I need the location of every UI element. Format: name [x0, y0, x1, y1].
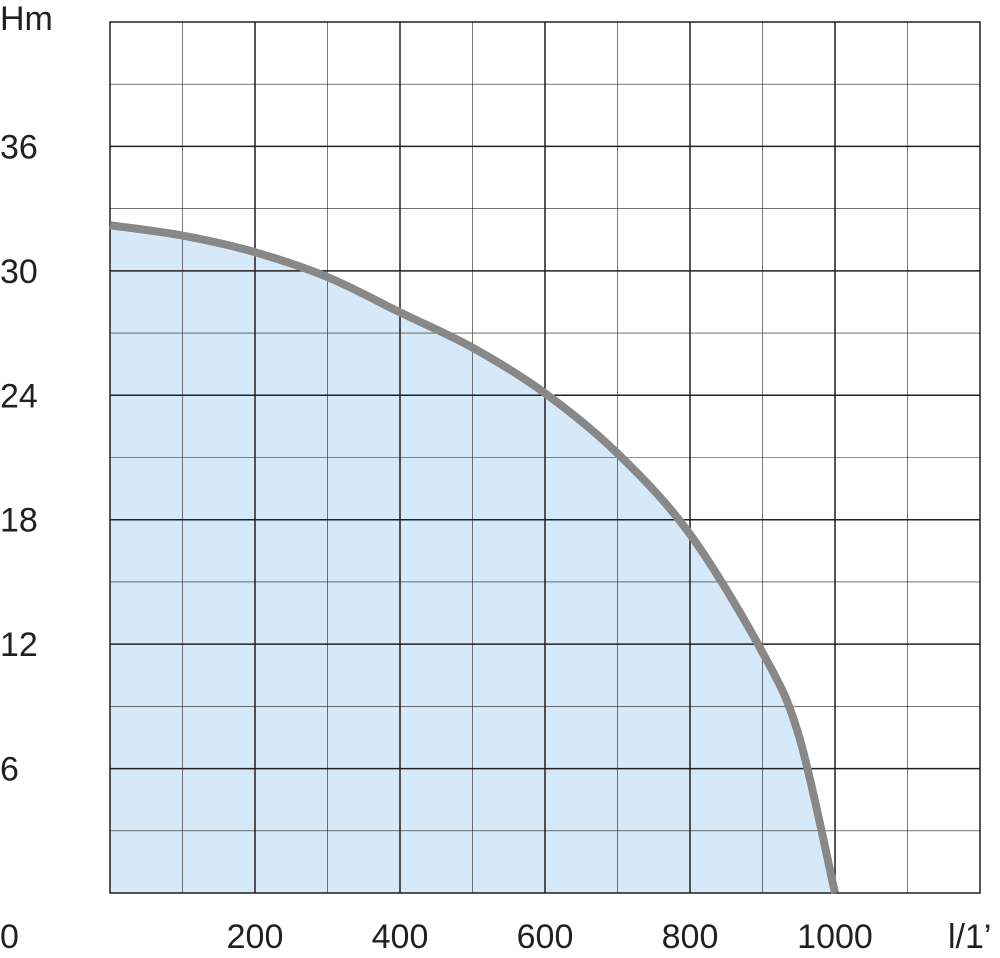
plot-frame: [109, 21, 981, 894]
x-tick-label: 400: [372, 918, 429, 956]
y-tick-label: 12: [0, 626, 38, 664]
y-tick-label: 30: [0, 253, 38, 291]
x-tick-label: 1000: [797, 918, 873, 956]
grid-layer: [109, 21, 981, 894]
x-axis-label: l/1’: [948, 918, 991, 956]
curve-layer: [109, 221, 839, 894]
x-tick-label: 600: [517, 918, 574, 956]
y-tick-label: 18: [0, 502, 38, 540]
y-tick-label: 24: [0, 377, 38, 415]
y-tick-label: 36: [0, 128, 38, 166]
x-tick-label: 0: [0, 918, 19, 956]
series-line: [109, 221, 839, 894]
x-tick-label: 800: [662, 918, 719, 956]
x-tick-label: 200: [227, 918, 284, 956]
y-axis-label: Hm: [0, 0, 53, 38]
y-tick-label: 6: [0, 751, 19, 789]
